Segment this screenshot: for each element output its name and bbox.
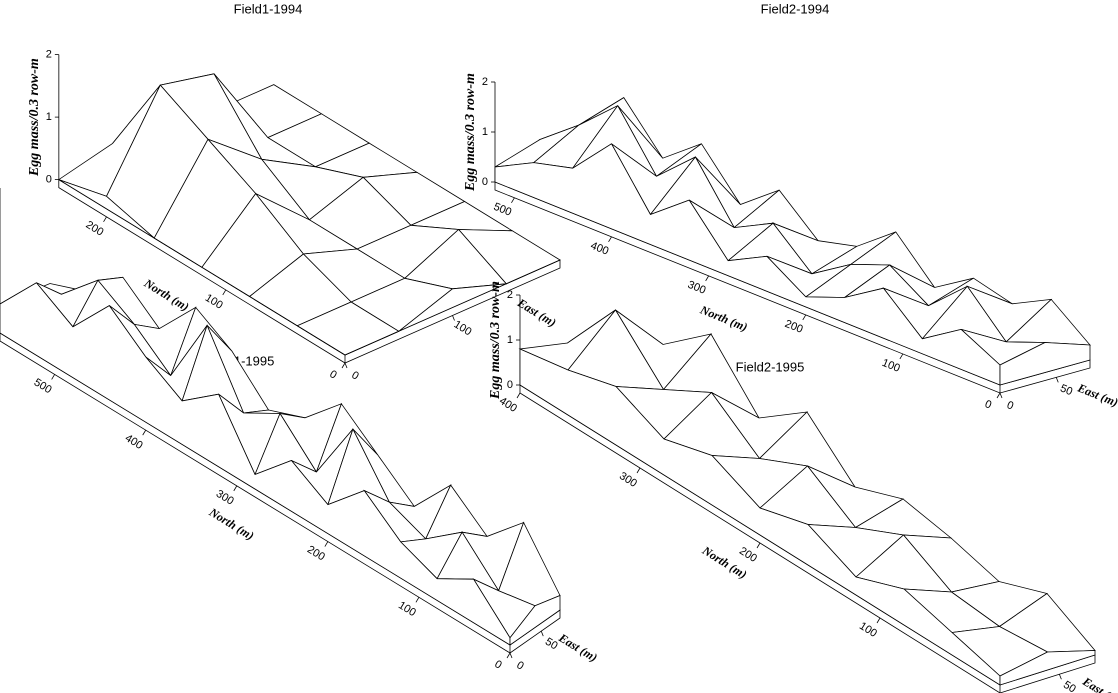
z-tick-label: 0	[507, 379, 513, 391]
x-tick-label: 200	[737, 545, 759, 565]
x-tick-label: 0	[492, 658, 503, 671]
x-tick	[324, 541, 329, 547]
y-axis-label: East (m)	[1079, 674, 1118, 693]
y-axis-label: East (m)	[514, 295, 558, 330]
x-tick	[506, 652, 511, 659]
x-tick-label: 400	[589, 240, 611, 258]
x-axis-label: North (m)	[141, 275, 192, 313]
x-tick	[705, 275, 709, 282]
x-tick	[341, 362, 346, 369]
y-tick	[509, 652, 513, 659]
x-tick	[51, 374, 55, 380]
x-tick	[756, 542, 761, 549]
y-tick	[452, 315, 455, 321]
x-tick-label: 200	[783, 318, 805, 336]
y-tick-label: 0	[1005, 399, 1015, 412]
front-wall	[494, 143, 1001, 386]
x-tick	[142, 429, 147, 436]
x-tick-label: 100	[396, 599, 418, 619]
y-tick-label: 50	[1058, 382, 1074, 398]
y-tick	[999, 392, 1003, 399]
z-tick-label: 2	[482, 76, 488, 88]
x-tick	[608, 236, 612, 243]
side-wall	[509, 594, 561, 646]
x-tick	[233, 485, 238, 492]
x-tick-label: 500	[32, 376, 54, 396]
y-axis-label: East (m)	[556, 630, 600, 665]
z-axis-label: Egg mass/0.3 row-m	[27, 58, 42, 177]
x-tick	[103, 216, 107, 223]
z-tick-label: 0	[482, 176, 488, 188]
x-axis-label: North (m)	[697, 302, 749, 334]
x-tick-label: 100	[203, 292, 225, 312]
z-tick-label: 0	[46, 174, 52, 186]
z-axis-label: Egg mass/0.3 row-m	[488, 281, 503, 400]
z-axis-label: Egg mass/0.3 row-m	[463, 73, 478, 192]
x-tick-label: 200	[84, 219, 106, 239]
y-tick-label: 50	[543, 636, 560, 653]
x-tick-label: 0	[983, 398, 993, 411]
x-tick	[899, 353, 904, 360]
y-axis-label: East (m)	[1075, 380, 1118, 409]
x-tick-label: 500	[492, 201, 514, 219]
y-tick	[540, 630, 544, 637]
side-wall	[999, 342, 1091, 386]
z-tick-label: 2	[46, 49, 52, 61]
side-wall	[344, 259, 561, 356]
x-tick-label: 0	[327, 368, 338, 381]
x-tick	[996, 392, 1001, 399]
x-tick	[516, 392, 521, 399]
side-wall	[999, 650, 1096, 686]
y-tick-label: 0	[349, 369, 360, 382]
y-tick-label: 100	[452, 319, 474, 339]
x-axis-label: North (m)	[206, 504, 257, 542]
x-tick-label: 300	[617, 470, 639, 490]
front-wall	[0, 282, 511, 646]
y-tick-label: 50	[1061, 679, 1078, 693]
x-tick-label: 300	[214, 488, 236, 508]
x-tick-label: 200	[305, 544, 327, 564]
x-tick	[415, 597, 420, 603]
z-tick-label: 2	[507, 289, 513, 301]
front-wall	[519, 348, 1001, 686]
x-tick-label: 400	[123, 432, 145, 452]
y-tick	[1059, 674, 1062, 680]
chart-title: Field2-1994	[761, 1, 830, 16]
x-tick	[636, 467, 641, 474]
chart-title: Field2-1995	[736, 359, 805, 374]
z-tick-label: 1	[46, 111, 52, 123]
y-tick-label: 0	[514, 659, 525, 672]
z-tick-label: 1	[507, 334, 513, 346]
x-tick	[222, 289, 227, 296]
x-tick	[802, 314, 807, 321]
chart-title: Field1-1994	[234, 1, 303, 16]
x-tick	[511, 197, 515, 204]
y-tick	[344, 362, 348, 369]
y-tick	[1055, 377, 1059, 383]
x-tick-label: 300	[686, 279, 708, 297]
z-tick-label: 1	[482, 126, 488, 138]
front-wall	[58, 179, 346, 356]
x-tick-label: 100	[857, 620, 879, 640]
x-tick-label: 100	[880, 357, 902, 375]
x-tick	[876, 617, 881, 624]
